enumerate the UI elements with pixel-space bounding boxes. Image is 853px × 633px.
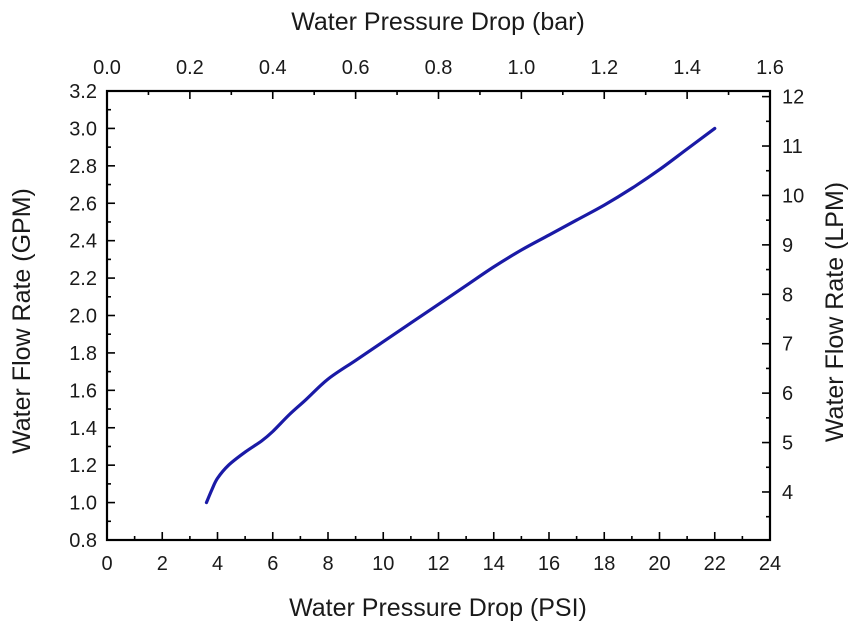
- x-tick-label-bottom: 0: [101, 553, 112, 575]
- y-tick-label-right: 7: [782, 334, 793, 356]
- y-tick-label-right: 11: [782, 136, 803, 158]
- y-tick-label-left: 3.2: [69, 81, 97, 103]
- x-tick-label-bottom: 16: [538, 553, 560, 575]
- y-tick-label-right: 12: [782, 87, 804, 109]
- x-tick-label-top: 0.6: [342, 57, 370, 79]
- x-tick-label-top: 0.8: [425, 57, 453, 79]
- y-tick-label-right: 9: [782, 235, 793, 257]
- x-tick-label-top: 1.4: [673, 57, 701, 79]
- x-tick-label-bottom: 6: [267, 553, 278, 575]
- plot-frame: [105, 89, 772, 542]
- x-tick-label-bottom: 20: [648, 553, 670, 575]
- x-tick-label-top: 1.2: [590, 57, 618, 79]
- x-axis-top: 0.0 0.2 0.4 0.6 0.8 1.0 1.2 1.4 1.6: [93, 57, 784, 99]
- x-tick-label-bottom: 12: [427, 553, 449, 575]
- y-axis-right: 4 5 6 7 8 9 10 11 12: [762, 87, 804, 518]
- x-tick-label-top: 1.0: [507, 57, 535, 79]
- x-axis-title-bottom: Water Pressure Drop (PSI): [289, 594, 587, 622]
- x-tick-label-bottom: 10: [372, 553, 394, 575]
- y-tick-label-right: 4: [782, 482, 793, 504]
- x-axis-title-top: Water Pressure Drop (bar): [291, 8, 585, 36]
- x-axis-bottom: 0 2 4 6 8 10 12 14 16 18 20 22 24: [101, 532, 781, 575]
- series-line: [204, 126, 717, 505]
- x-tick-label-top: 1.6: [756, 57, 784, 79]
- y-axis-title-left: Water Flow Rate (GPM): [8, 188, 36, 454]
- y-tick-label-right: 5: [782, 433, 793, 455]
- y-tick-label-left: 2.8: [69, 156, 97, 178]
- y-tick-label-left: 2.6: [69, 193, 97, 215]
- y-tick-label-right: 8: [782, 284, 793, 306]
- x-tick-label-bottom: 24: [759, 553, 781, 575]
- y-tick-label-left: 0.8: [69, 530, 97, 552]
- y-axis-title-right: Water Flow Rate (LPM): [821, 182, 849, 442]
- x-tick-label-bottom: 8: [322, 553, 333, 575]
- x-tick-label-top: 0.4: [259, 57, 287, 79]
- y-tick-label-left: 2.0: [69, 306, 97, 328]
- series-layer: [204, 126, 717, 505]
- x-tick-label-bottom: 2: [157, 553, 168, 575]
- x-tick-label-top: 0.2: [176, 57, 204, 79]
- y-tick-label-left: 1.2: [69, 455, 97, 477]
- y-axis-left: 0.8 1.0 1.2 1.4 1.6 1.8 2.0 2.2 2.4 2.6 2.8 3.0 3.2: [69, 81, 115, 552]
- x-tick-label-bottom: 18: [593, 553, 615, 575]
- x-tick-label-bottom: 22: [704, 553, 726, 575]
- y-tick-label-right: 6: [782, 383, 793, 405]
- y-tick-label-right: 10: [782, 185, 804, 207]
- y-tick-label-left: 1.6: [69, 380, 97, 402]
- y-tick-label-left: 2.4: [69, 231, 97, 253]
- x-tick-label-top: 0.0: [93, 57, 121, 79]
- x-tick-label-bottom: 4: [212, 553, 223, 575]
- x-tick-label-bottom: 14: [483, 553, 505, 575]
- y-tick-label-left: 3.0: [69, 118, 97, 140]
- y-tick-label-left: 1.8: [69, 343, 97, 365]
- y-tick-label-left: 2.2: [69, 268, 97, 290]
- y-tick-label-left: 1.0: [69, 493, 97, 515]
- y-tick-label-left: 1.4: [69, 418, 97, 440]
